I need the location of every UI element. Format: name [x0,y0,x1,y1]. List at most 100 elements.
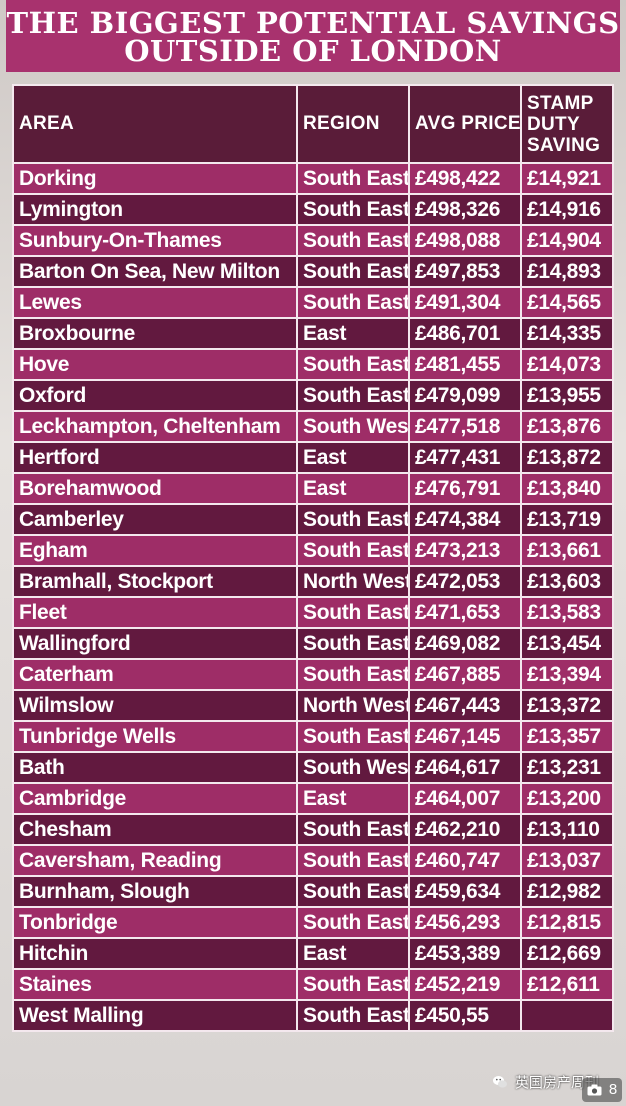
cell-area: Dorking [12,162,298,195]
cell-area: Camberley [12,503,298,536]
cell-avg-price: £464,617 [408,751,522,784]
table-row: Hitchin East £453,389 £12,669 [12,937,614,970]
cell-avg-price: £498,326 [408,193,522,226]
cell-region: South East [296,968,410,1001]
cell-avg-price: £479,099 [408,379,522,412]
cell-area: Lewes [12,286,298,319]
cell-stamp-duty-saving: £13,037 [520,844,614,877]
table-row: Wilmslow North West £467,443 £13,372 [12,689,614,722]
table-row: Caversham, Reading South East £460,747 £13,… [12,844,614,877]
table-row: Bath South West £464,617 £13,231 [12,751,614,784]
table-row: Tonbridge South East £456,293 £12,815 [12,906,614,939]
cell-stamp-duty-saving: £13,872 [520,441,614,474]
cell-region: South East [296,844,410,877]
cell-stamp-duty-saving: £12,669 [520,937,614,970]
cell-stamp-duty-saving: £13,603 [520,565,614,598]
cell-region: South East [296,193,410,226]
cell-stamp-duty-saving: £14,921 [520,162,614,195]
cell-avg-price: £467,145 [408,720,522,753]
cell-area: Wallingford [12,627,298,660]
image-count: 8 [608,1081,618,1098]
cell-area: Hertford [12,441,298,474]
cell-stamp-duty-saving: £13,357 [520,720,614,753]
headline-line-1: THE BIGGEST POTENTIAL SAVINGS [6,6,620,40]
cell-region: East [296,782,410,815]
cell-area: Sunbury-On-Thames [12,224,298,257]
cell-region: South East [296,720,410,753]
header-avg-price: AVG PRICE [408,84,522,164]
cell-area: Barton On Sea, New Milton [12,255,298,288]
cell-area: Bramhall, Stockport [12,565,298,598]
table-row: Camberley South East £474,384 £13,719 [12,503,614,536]
header-area: AREA [12,84,298,164]
table-row: Burnham, Slough South East £459,634 £12,982 [12,875,614,908]
cell-region: South East [296,255,410,288]
cell-region: East [296,441,410,474]
cell-avg-price: £462,210 [408,813,522,846]
cell-area: Bath [12,751,298,784]
table-row: Hove South East £481,455 £14,073 [12,348,614,381]
table-row: Hertford East £477,431 £13,872 [12,441,614,474]
cell-area: Cambridge [12,782,298,815]
cell-stamp-duty-saving: £12,611 [520,968,614,1001]
cell-stamp-duty-saving: £13,661 [520,534,614,567]
cell-avg-price: £460,747 [408,844,522,877]
cell-stamp-duty-saving: £13,955 [520,379,614,412]
cell-avg-price: £491,304 [408,286,522,319]
cell-region: North West [296,689,410,722]
cell-stamp-duty-saving: £13,719 [520,503,614,536]
cell-area: Hitchin [12,937,298,970]
cell-area: West Malling [12,999,298,1032]
cell-stamp-duty-saving: £14,904 [520,224,614,257]
cell-region: South West [296,751,410,784]
cell-area: Egham [12,534,298,567]
cell-area: Staines [12,968,298,1001]
header-region: REGION [296,84,410,164]
cell-area: Leckhampton, Cheltenham [12,410,298,443]
table-body: Dorking South East £498,422 £14,921 Lymingto… [12,162,614,1032]
cell-stamp-duty-saving: £14,916 [520,193,614,226]
cell-region: South East [296,534,410,567]
cell-region: South East [296,627,410,660]
cell-area: Tonbridge [12,906,298,939]
savings-table-container: AREA REGION AVG PRICE STAMP DUTY SAVING … [12,84,614,1032]
cell-avg-price: £467,885 [408,658,522,691]
cell-avg-price: £477,518 [408,410,522,443]
table-row: Lymington South East £498,326 £14,916 [12,193,614,226]
cell-region: East [296,317,410,350]
headline-banner: THE BIGGEST POTENTIAL SAVINGS OUTSIDE OF… [6,0,620,72]
cell-stamp-duty-saving: £14,893 [520,255,614,288]
cell-stamp-duty-saving [520,999,614,1032]
cell-avg-price: £497,853 [408,255,522,288]
table-row: Dorking South East £498,422 £14,921 [12,162,614,195]
table-row: Fleet South East £471,653 £13,583 [12,596,614,629]
table-row: Broxbourne East £486,701 £14,335 [12,317,614,350]
cell-stamp-duty-saving: £13,231 [520,751,614,784]
cell-region: South East [296,224,410,257]
cell-avg-price: £498,088 [408,224,522,257]
cell-stamp-duty-saving: £14,335 [520,317,614,350]
header-stamp-duty-saving: STAMP DUTY SAVING [520,84,614,164]
watermark: 英国房产周刊 [492,1064,622,1098]
cell-region: East [296,472,410,505]
cell-avg-price: £472,053 [408,565,522,598]
cell-avg-price: £476,791 [408,472,522,505]
header-stamp-line-1: STAMP [527,92,594,114]
table-row: Sunbury-On-Thames South East £498,088 £14,9… [12,224,614,257]
cell-region: South East [296,813,410,846]
cell-stamp-duty-saving: £14,073 [520,348,614,381]
cell-area: Lymington [12,193,298,226]
table-row: Bramhall, Stockport North West £472,053 £13… [12,565,614,598]
cell-avg-price: £450,55 [408,999,522,1032]
image-count-badge[interactable]: 8 [582,1078,622,1102]
cell-avg-price: £474,384 [408,503,522,536]
table-row: Staines South East £452,219 £12,611 [12,968,614,1001]
cell-avg-price: £498,422 [408,162,522,195]
cell-area: Chesham [12,813,298,846]
cell-avg-price: £453,389 [408,937,522,970]
table-row: Chesham South East £462,210 £13,110 [12,813,614,846]
cell-stamp-duty-saving: £13,200 [520,782,614,815]
table-row: Wallingford South East £469,082 £13,454 [12,627,614,660]
cell-avg-price: £473,213 [408,534,522,567]
cell-region: South East [296,503,410,536]
